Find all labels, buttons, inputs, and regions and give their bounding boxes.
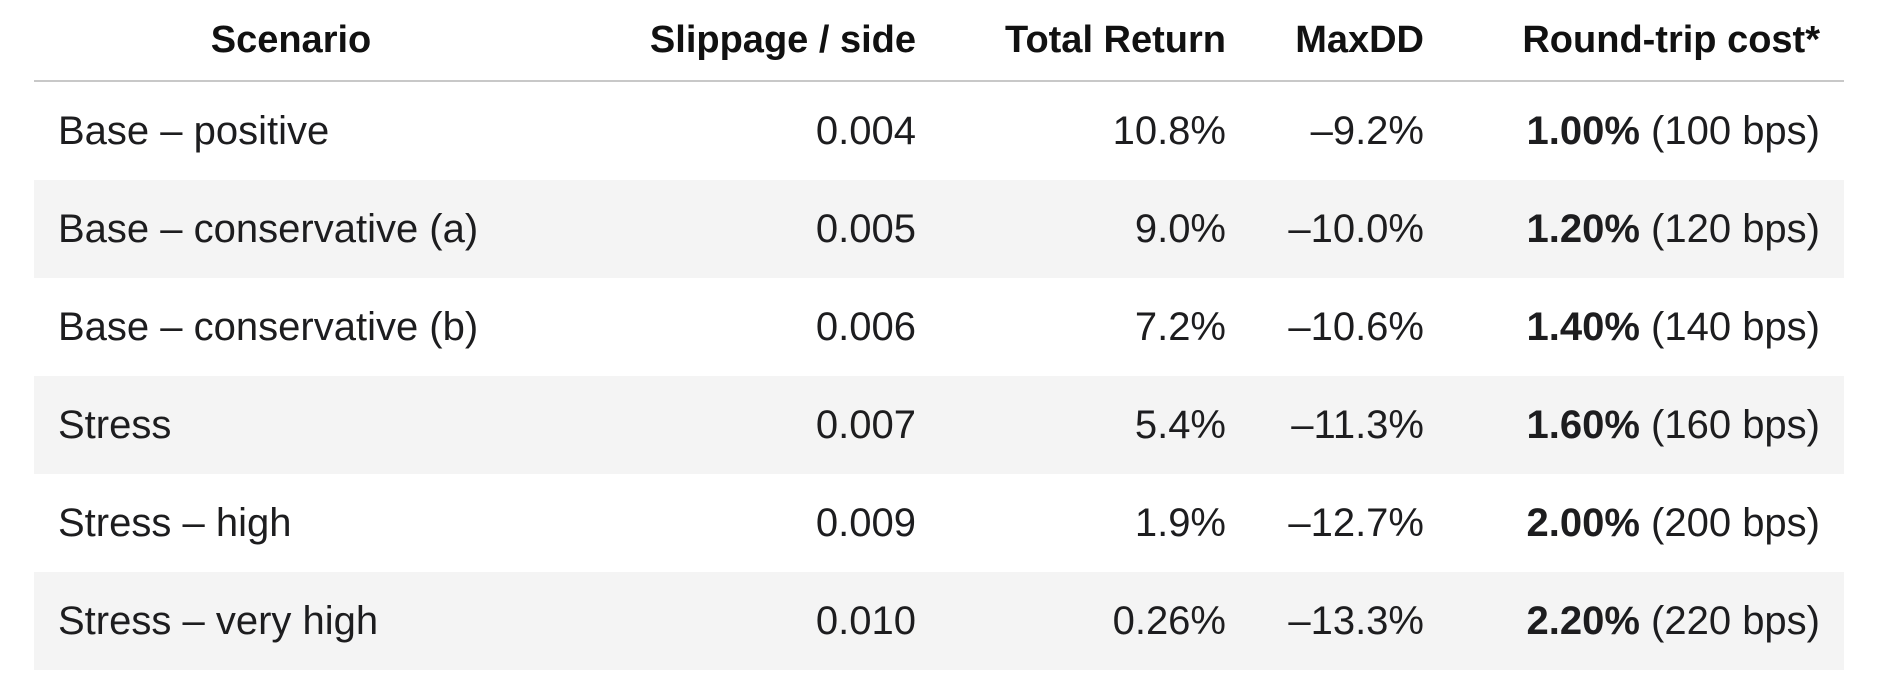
cell-round-trip-cost: 1.40% (140 bps)	[1448, 278, 1844, 376]
cell-slippage: 0.005	[548, 180, 940, 278]
cell-maxdd: –10.6%	[1288, 304, 1424, 349]
cell-round-trip-cost: 1.20% (120 bps)	[1448, 180, 1844, 278]
cell-scenario: Stress	[34, 376, 548, 474]
cell-scenario: Base – positive	[58, 108, 330, 153]
cost-percent: 1.60%	[1526, 402, 1640, 447]
cell-slippage: 0.009	[815, 500, 916, 545]
scenario-table-container: Scenario Slippage / side Total Return Ma…	[34, 0, 1844, 670]
cost-bps: (200 bps)	[1651, 500, 1820, 545]
cell-scenario: Base – conservative (a)	[34, 180, 548, 278]
cell-maxdd: –10.0%	[1250, 180, 1448, 278]
cell-maxdd: –9.2%	[1310, 108, 1424, 153]
table-body: Base – positive 0.004 10.8% –9.2% 1.00% …	[34, 81, 1844, 670]
cell-round-trip-cost: 1.00% (100 bps)	[1448, 81, 1844, 180]
cost-bps: (140 bps)	[1651, 304, 1820, 349]
cell-scenario: Stress – high	[58, 500, 292, 545]
table-row: Base – conservative (a) 0.005 9.0% –10.0…	[34, 180, 1844, 278]
cell-slippage: 0.010	[548, 572, 940, 670]
cost-bps: (120 bps)	[1651, 206, 1820, 251]
cell-slippage: 0.004	[815, 108, 916, 153]
cell-total-return: 5.4%	[940, 376, 1250, 474]
cell-total-return: 0.26%	[940, 572, 1250, 670]
header-maxdd: MaxDD	[1250, 0, 1448, 82]
scenario-table: Scenario Slippage / side Total Return Ma…	[34, 0, 1844, 670]
cost-bps: (100 bps)	[1651, 108, 1820, 153]
cost-percent: 2.00%	[1526, 500, 1640, 545]
cost-percent: 1.00%	[1526, 108, 1640, 153]
cell-scenario: Base – conservative (b)	[58, 304, 479, 349]
cost-percent: 1.40%	[1526, 304, 1640, 349]
table-header: Scenario Slippage / side Total Return Ma…	[34, 0, 1844, 82]
cell-slippage: 0.007	[548, 376, 940, 474]
table-row: Base – conservative (b) 0.006 7.2% –10.6…	[34, 278, 1844, 376]
cell-total-return: 7.2%	[1134, 304, 1226, 349]
table-row: Base – positive 0.004 10.8% –9.2% 1.00% …	[34, 81, 1844, 180]
header-slippage: Slippage / side	[548, 0, 940, 82]
table-row: Stress – very high 0.010 0.26% –13.3% 2.…	[34, 572, 1844, 670]
cost-percent: 2.20%	[1526, 598, 1640, 643]
cell-maxdd: –12.7%	[1288, 500, 1424, 545]
cell-round-trip-cost: 1.60% (160 bps)	[1448, 376, 1844, 474]
cell-scenario: Stress – very high	[34, 572, 548, 670]
cell-total-return: 9.0%	[940, 180, 1250, 278]
cost-bps: (160 bps)	[1651, 402, 1820, 447]
cell-slippage: 0.006	[815, 304, 916, 349]
cell-round-trip-cost: 2.00% (200 bps)	[1448, 474, 1844, 572]
header-row: Scenario Slippage / side Total Return Ma…	[34, 0, 1844, 82]
cell-round-trip-cost: 2.20% (220 bps)	[1448, 572, 1844, 670]
table-row: Stress – high 0.009 1.9% –12.7% 2.00% (2…	[34, 474, 1844, 572]
cell-maxdd: –11.3%	[1250, 376, 1448, 474]
table-row: Stress 0.007 5.4% –11.3% 1.60% (160 bps)	[34, 376, 1844, 474]
header-total-return: Total Return	[940, 0, 1250, 82]
cost-percent: 1.20%	[1526, 206, 1640, 251]
header-scenario: Scenario	[34, 0, 548, 82]
cell-maxdd: –13.3%	[1250, 572, 1448, 670]
cost-bps: (220 bps)	[1651, 598, 1820, 643]
cell-total-return: 1.9%	[1134, 500, 1226, 545]
header-round-trip-cost: Round-trip cost*	[1448, 0, 1844, 82]
cell-total-return: 10.8%	[1112, 108, 1226, 153]
